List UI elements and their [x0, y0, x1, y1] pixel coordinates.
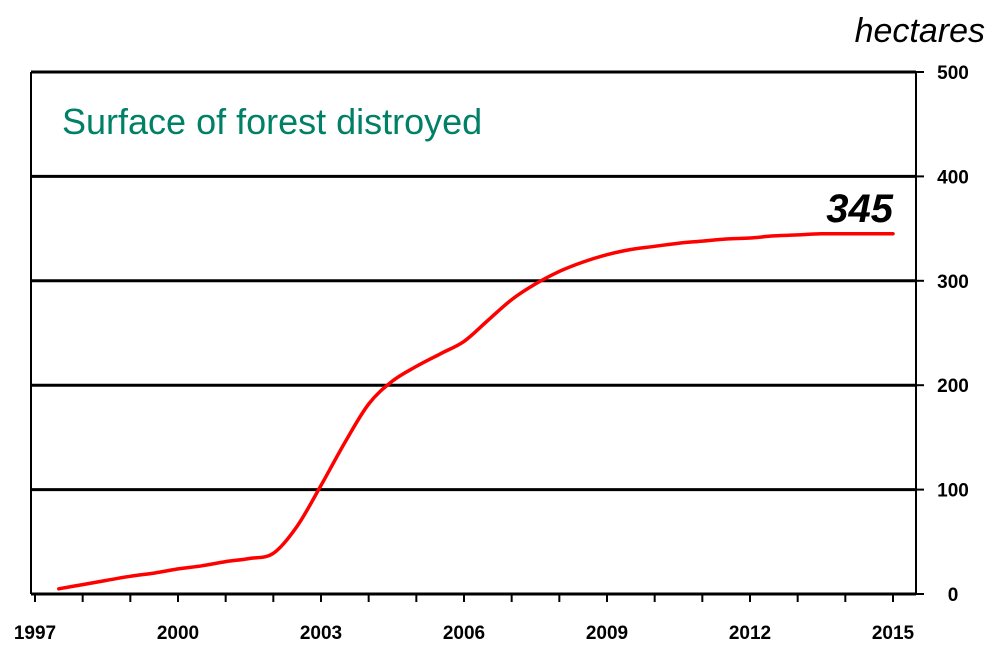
gridlines — [31, 70, 916, 596]
y-axis-ticks: 0 100 200 300 400 500 — [916, 63, 969, 606]
x-tick-label: 2015 — [872, 623, 915, 644]
y-tick-label: 500 — [937, 63, 969, 84]
y-axis-unit-label: hectares — [855, 12, 985, 50]
y-tick-label: 300 — [937, 272, 969, 293]
series-line-0 — [57, 231, 895, 591]
y-tick-label: 0 — [948, 585, 959, 606]
x-tick-label: 2009 — [586, 623, 628, 644]
x-tick-label: 1997 — [14, 623, 56, 644]
x-axis-ticks: 1997 2000 2003 2006 2009 2012 2015 — [14, 594, 915, 644]
chart-title: Surface of forest distroyed — [62, 101, 482, 142]
y-tick-label: 400 — [937, 167, 969, 188]
y-tick-label: 200 — [937, 376, 969, 397]
x-tick-label: 2003 — [300, 623, 342, 644]
x-tick-label: 2000 — [157, 623, 199, 644]
axes — [30, 72, 917, 594]
y-tick-label: 100 — [937, 481, 969, 502]
data-series — [57, 231, 895, 591]
x-tick-label: 2012 — [729, 623, 771, 644]
end-value-label: 345 — [826, 187, 893, 231]
x-tick-label: 2006 — [443, 623, 485, 644]
